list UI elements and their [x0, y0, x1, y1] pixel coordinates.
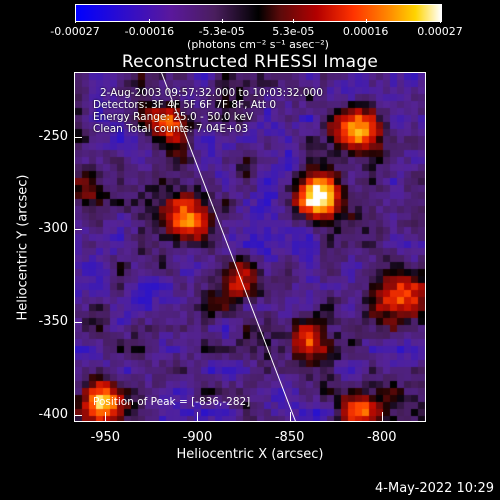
- y-tick-label: -350: [38, 314, 68, 329]
- colorbar-tick-label: -0.00016: [124, 25, 175, 38]
- image-plot: [74, 72, 426, 422]
- colorbar-tick: [221, 19, 223, 23]
- info-time-range: 2-Aug-2003 09:57:32.000 to 10:03:32.000: [100, 87, 323, 99]
- x-tick: [197, 412, 199, 422]
- x-tick-label: -800: [367, 430, 397, 445]
- y-tick-label: -300: [38, 221, 68, 237]
- info-clean-counts: Clean Total counts: 7.04E+03: [93, 123, 249, 135]
- x-axis-title: Heliocentric X (arcsec): [176, 447, 324, 462]
- peak-position-label: Position of Peak = [-836,-282]: [93, 396, 251, 408]
- datestamp: 4-May-2022 10:29: [375, 481, 494, 496]
- colorbar-tick: [440, 19, 441, 23]
- x-tick-label: -850: [274, 430, 305, 445]
- solar-limb-line: [161, 73, 296, 421]
- x-tick-label: -950: [90, 430, 121, 445]
- y-tick: [74, 414, 82, 416]
- colorbar: [75, 4, 442, 22]
- plot-title: Reconstructed RHESSI Image: [121, 52, 379, 72]
- colorbar-tick: [149, 19, 151, 23]
- y-tick: [74, 322, 82, 323]
- info-energy-range: Energy Range: 25.0 - 50.0 keV: [93, 111, 254, 123]
- colorbar-tick: [365, 19, 367, 23]
- colorbar-tick-label: -5.3e-05: [198, 25, 245, 38]
- y-tick-label: -250: [38, 128, 68, 144]
- x-tick: [289, 412, 291, 422]
- y-tick: [74, 136, 82, 138]
- x-tick: [105, 412, 107, 422]
- x-tick: [381, 412, 383, 422]
- info-detectors: Detectors: 3F 4F 5F 6F 7F 8F, Att 0: [93, 99, 277, 111]
- colorbar-tick-label: 0.00027: [417, 25, 463, 38]
- y-tick-label: -400: [38, 406, 68, 422]
- colorbar-tick: [293, 19, 295, 23]
- y-tick: [74, 229, 82, 231]
- colorbar-tick-label: -0.00027: [50, 25, 100, 38]
- colorbar-tick-label: 0.00016: [342, 25, 389, 38]
- colorbar-unit: (photons cm⁻² s⁻¹ asec⁻²): [187, 38, 329, 51]
- heatmap-image: [75, 73, 425, 421]
- x-tick-label: -900: [182, 430, 213, 445]
- y-axis-title: Heliocentric Y (arcsec): [15, 174, 31, 321]
- colorbar-tick: [75, 19, 76, 23]
- colorbar-tick-label: 5.3e-05: [272, 25, 315, 38]
- limb-overlay: [161, 73, 296, 421]
